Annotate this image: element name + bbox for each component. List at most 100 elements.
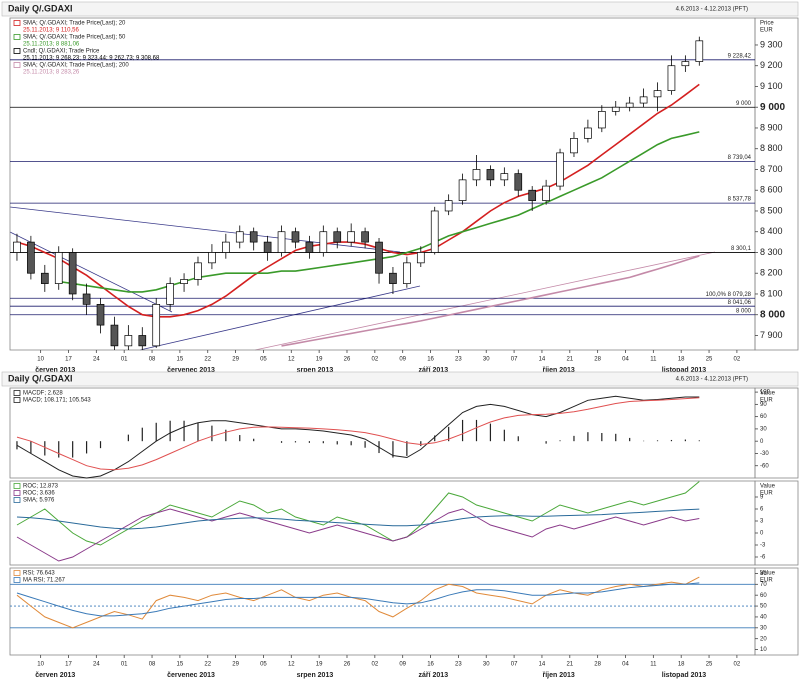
axis-frame [754,387,799,479]
y-tick-label: 9 100 [760,81,783,91]
series-line [16,395,700,479]
y-tick-label: 8 100 [760,288,783,298]
histogram-bar [322,441,324,444]
candle-body [611,106,620,112]
series-line [16,397,700,471]
candle-body [430,210,439,253]
histogram-bar [615,433,617,442]
y-tick-label: -3 [760,543,766,549]
histogram-bar [16,441,18,450]
candle-body [13,241,21,253]
candle-body [249,231,258,243]
legend-icon [13,48,21,54]
legend-label: SMA; Q/.GDAXI; Trade Price(Last); 200 [23,63,129,69]
x-tick-label: 01 [121,357,128,363]
y-tick-label: -30 [760,451,769,457]
x-tick-label: 01 [121,662,128,668]
y-tick-label: 40 [760,615,767,621]
candle-body [235,231,244,243]
candle-body [180,279,188,284]
x-tick-label: 28 [594,357,601,363]
candle-body [695,40,704,62]
x-tick-label: 15 [177,357,184,363]
candle-body [96,304,105,326]
legend-icon [13,577,21,583]
candle-body [208,252,216,264]
histogram-bar [406,441,408,456]
axis-frame [754,480,799,566]
series-line [16,576,700,629]
y-tick-label: 90 [760,402,767,408]
x-tick-label: 10 [37,662,44,668]
histogram-bar [294,441,297,443]
x-group-label: červen 2013 [35,367,75,374]
candle-body [222,241,230,253]
x-tick-label: 22 [204,662,211,668]
x-tick-label: 21 [566,357,573,363]
y-tick-label: 8 300 [760,247,783,257]
panel-title: Daily Q/.GDAXI [8,373,73,383]
x-tick-label: 18 [678,662,685,668]
level-label: 8 300,1 [731,246,752,252]
y-tick-label: 20 [760,636,767,642]
panel: Daily Q/.GDAXI 4.6.2013 - 4.12.2013 (PFT)… [1,371,799,479]
x-group-label: červen 2013 [35,672,75,679]
candle-body [458,179,467,201]
histogram-bar [503,429,505,442]
y-tick-label: 60 [760,593,767,599]
y-tick-label: 7 900 [760,330,783,340]
legend-icon [13,490,21,496]
x-tick-label: 30 [483,357,490,363]
y-tick-label: 50 [760,604,767,610]
legend-icon [13,34,21,40]
histogram-bar [670,439,673,442]
histogram-bar [336,441,338,445]
candle-body [291,231,300,243]
x-tick-label: 08 [149,357,156,363]
histogram-bar [155,422,157,442]
candle-body [27,241,35,274]
histogram-bar [420,441,422,447]
candle-body [681,61,690,67]
histogram-bar [698,440,700,442]
y-tick-label: 9 300 [760,39,783,49]
x-tick-label: 29 [232,357,239,363]
x-group-label: říjen 2013 [542,672,574,679]
x-group-label: listopad 2013 [662,672,706,679]
histogram-bar [573,435,575,442]
candle-body [653,90,662,98]
candle-body [542,185,550,201]
level-label: 9 228,42 [728,53,752,59]
candle-body [40,272,49,284]
histogram-bar [253,438,255,442]
trend-line [139,285,421,351]
histogram-bar [392,441,394,458]
histogram-bar [517,436,519,442]
x-tick-label: 02 [371,662,378,668]
y-tick-label: 30 [760,426,767,432]
trend-line [254,251,716,351]
x-tick-label: 12 [288,662,295,668]
candle-body [305,241,314,253]
candle-body [361,231,369,243]
x-tick-label: 10 [37,357,44,363]
legend-value: 25.11.2013; 8 283,26 [23,70,80,76]
x-tick-label: 25 [706,357,713,363]
legend-icon [13,62,21,68]
x-tick-label: 04 [622,357,629,363]
histogram-bar [601,433,603,442]
candle-body [110,324,119,347]
legend-label: Cndl; Q/.GDAXI; Trade Price [23,49,100,55]
x-group-label: září 2013 [419,672,449,679]
y-tick-label: 30 [760,625,767,631]
histogram-bar [127,434,129,442]
histogram-bar [99,441,102,449]
x-tick-label: 26 [344,662,351,668]
legend-icon [13,570,21,576]
x-group-label: červenec 2013 [167,367,215,374]
level-label: 100,0% 8 079,28 [706,292,752,298]
level-label: 8 000 [736,308,752,314]
